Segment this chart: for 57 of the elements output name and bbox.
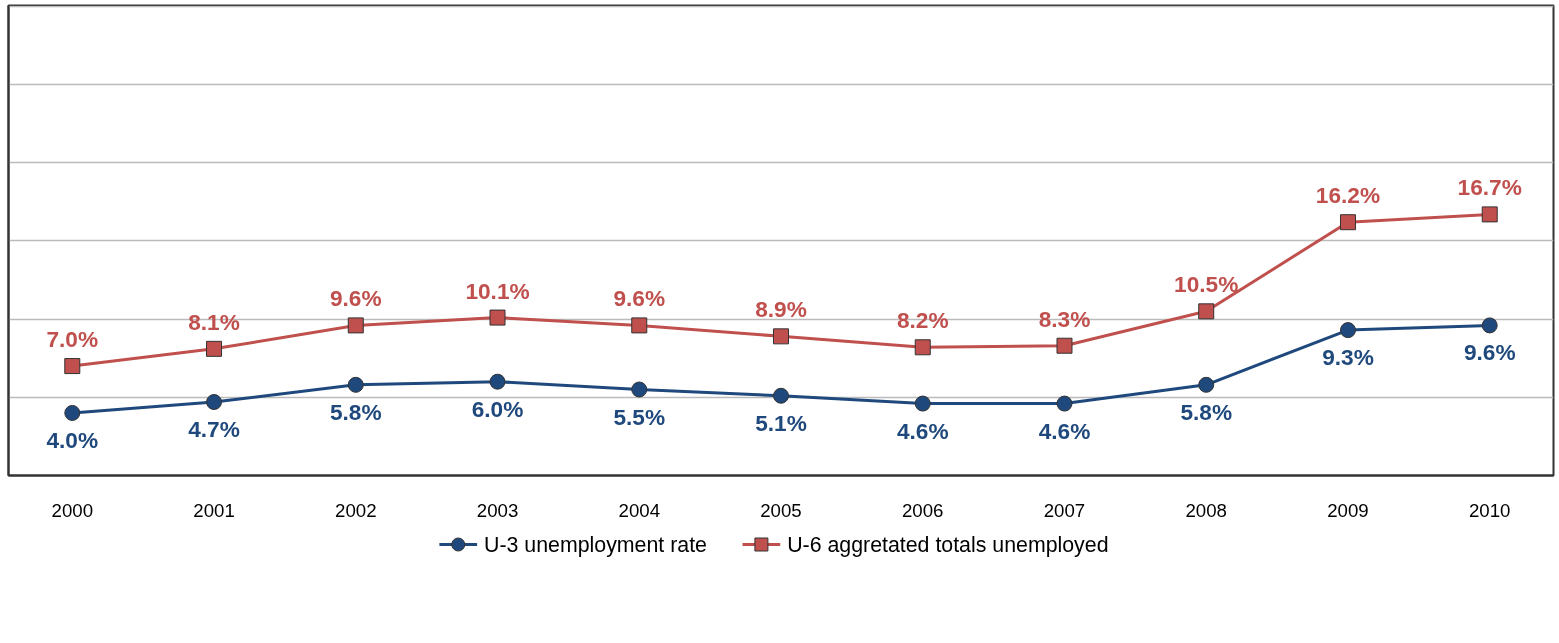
data-label: 4.6%: [1038, 417, 1091, 444]
x-tick-label: 2008: [1185, 499, 1227, 521]
data-label: 8.2%: [896, 307, 949, 334]
x-tick-label: 2002: [335, 499, 377, 521]
point: [206, 394, 223, 410]
point: [631, 317, 648, 334]
data-label: 10.1%: [465, 277, 530, 304]
point: [206, 340, 223, 357]
point: [914, 339, 931, 356]
point: [631, 381, 648, 398]
legend-label: U-3 unemployment rate: [484, 532, 707, 557]
point: [1198, 376, 1215, 393]
point: [489, 373, 506, 390]
x-tick-label: 2005: [760, 499, 802, 521]
data-label: 9.3%: [1322, 344, 1374, 371]
data-label: 10.5%: [1174, 271, 1239, 298]
data-label: 5.8%: [1180, 398, 1233, 425]
data-label: 9.6%: [613, 285, 666, 312]
point: [773, 387, 789, 404]
point: [1339, 322, 1356, 339]
point: [64, 358, 81, 375]
data-label: 5.8%: [329, 398, 382, 425]
x-tick-label: 2003: [476, 499, 519, 521]
data-label: 16.2%: [1315, 182, 1381, 209]
point: [1481, 317, 1498, 334]
x-tick-label: 2006: [901, 499, 944, 521]
data-label: 8.9%: [755, 296, 807, 323]
point: [489, 309, 506, 326]
data-label: 4.6%: [896, 417, 949, 444]
data-label: 6.0%: [471, 395, 524, 422]
x-tick-label: 2001: [193, 499, 235, 521]
point: [773, 328, 789, 345]
point: [347, 376, 364, 393]
legend-label: U-6 aggretated totals unemployed: [787, 532, 1109, 557]
data-label: 8.3%: [1038, 305, 1091, 332]
point: [64, 404, 81, 421]
data-label: 5.5%: [613, 403, 666, 430]
point: [1481, 206, 1498, 223]
data-label: 9.6%: [329, 285, 382, 312]
point: [347, 317, 364, 334]
x-tick-label: 2010: [1468, 499, 1511, 521]
data-label: 16.7%: [1457, 174, 1522, 201]
data-label: 9.6%: [1463, 339, 1516, 366]
point: [1056, 395, 1073, 412]
x-tick-label: 2004: [618, 499, 661, 521]
point: [914, 395, 931, 412]
data-label: 4.0%: [46, 426, 99, 453]
point: [1198, 303, 1215, 320]
point: [1056, 337, 1073, 354]
point: [1339, 214, 1356, 231]
data-label: 8.1%: [188, 308, 240, 335]
x-tick-label: 2009: [1327, 499, 1369, 521]
data-label: 5.1%: [755, 409, 807, 436]
x-tick-label: 2007: [1043, 499, 1086, 521]
data-label: 7.0%: [46, 326, 99, 353]
x-tick-label: 2000: [51, 499, 94, 521]
data-label: 4.7%: [188, 416, 240, 443]
